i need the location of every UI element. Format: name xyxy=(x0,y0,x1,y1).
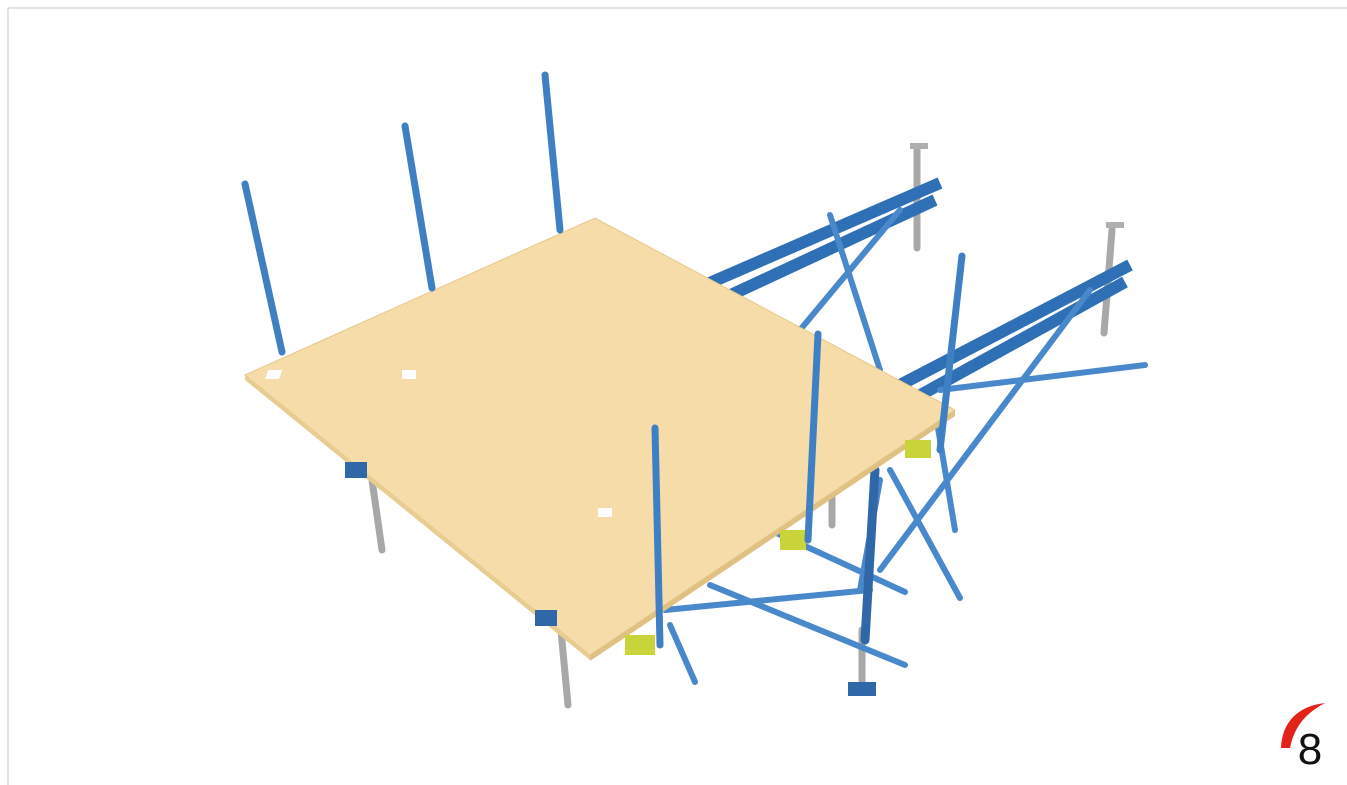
illustration-part xyxy=(541,71,564,234)
illustration-part xyxy=(780,530,806,550)
illustration-part xyxy=(702,177,943,291)
illustration-part xyxy=(241,180,286,356)
illustration-part xyxy=(265,370,283,379)
illustration-part xyxy=(598,508,612,517)
illustration-part xyxy=(368,476,386,554)
illustration-part xyxy=(937,362,1148,393)
illustration-part xyxy=(625,635,655,655)
illustration-part xyxy=(662,587,873,613)
illustration-part xyxy=(797,207,903,333)
illustration-part xyxy=(804,330,822,544)
illustration-part xyxy=(535,610,557,626)
page-number: 8 xyxy=(1298,725,1322,774)
illustration-part xyxy=(910,143,928,149)
illustration-part xyxy=(897,259,1133,391)
illustration-part xyxy=(667,622,698,685)
logo-swoosh xyxy=(1281,703,1325,748)
illustration-part xyxy=(827,212,883,373)
illustration-part xyxy=(860,465,880,645)
illustration-part xyxy=(245,375,590,660)
illustration-part xyxy=(1106,222,1124,228)
illustration-part xyxy=(345,462,367,478)
illustration-part xyxy=(848,682,876,696)
illustration-part xyxy=(905,440,931,458)
illustration-part xyxy=(877,287,1093,573)
illustration-part xyxy=(651,424,664,649)
illustration-part xyxy=(590,410,955,661)
illustration-part xyxy=(717,194,938,306)
illustration-part xyxy=(402,370,416,379)
scaffold-illustration xyxy=(241,71,1148,709)
illustration-part xyxy=(887,467,963,601)
illustration-part xyxy=(401,122,436,292)
illustration-part xyxy=(932,407,958,533)
illustration-part xyxy=(707,582,908,668)
illustration-part xyxy=(936,252,966,454)
